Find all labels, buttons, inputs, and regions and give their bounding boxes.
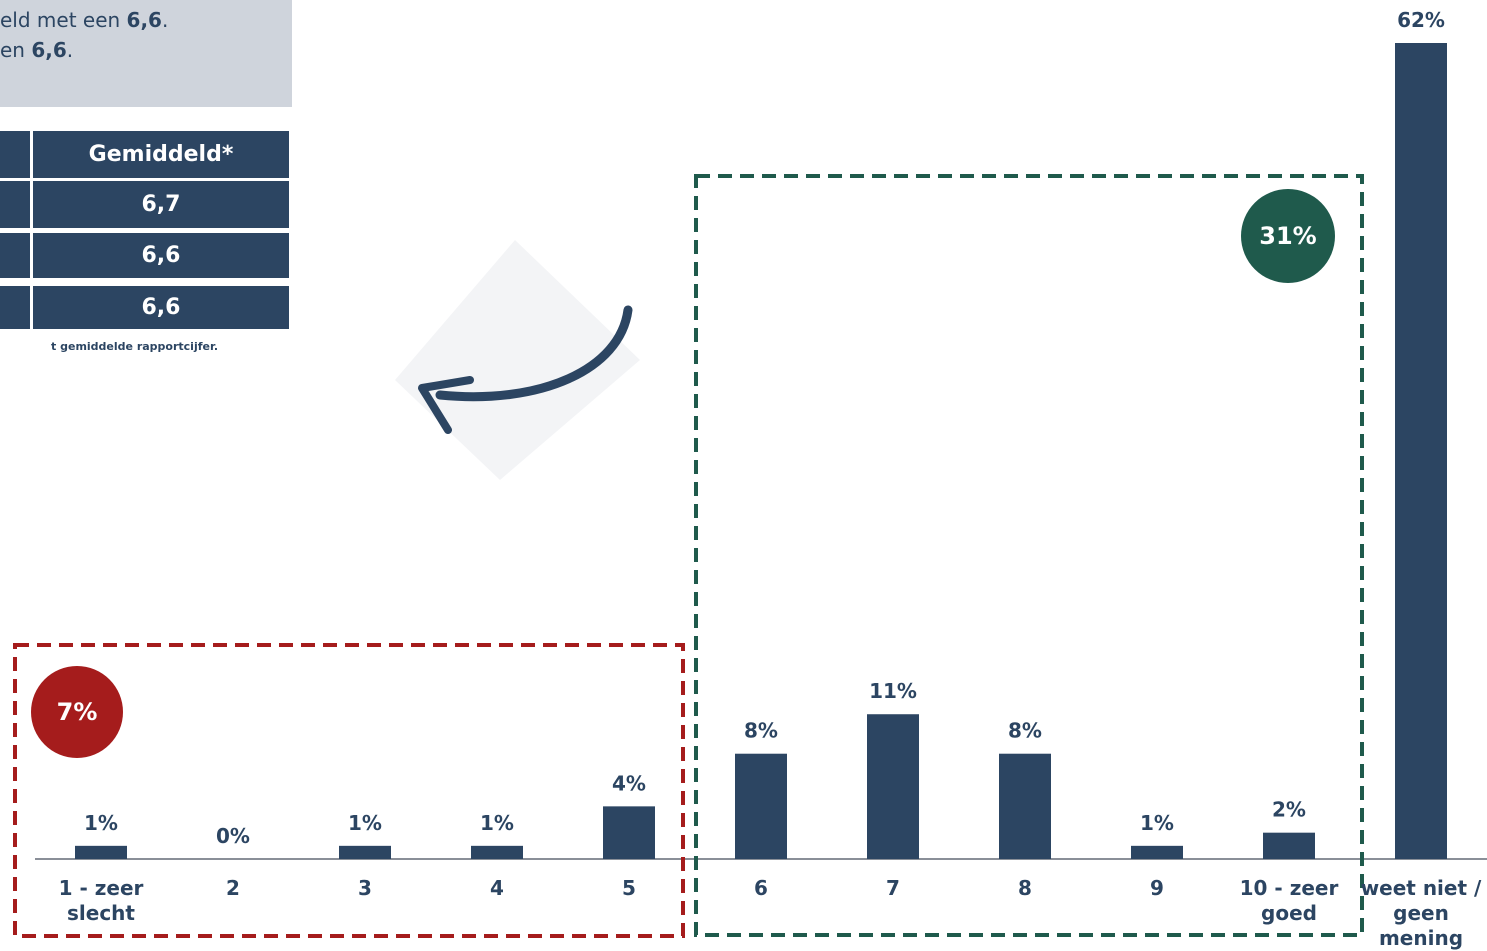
bar (1263, 832, 1315, 859)
x-tick-label: 8 (1018, 876, 1032, 900)
x-tick-label: 9 (1150, 876, 1164, 900)
bar (75, 845, 127, 859)
group-label: 31% (1259, 222, 1316, 250)
value-label: 8% (744, 719, 778, 743)
x-tick-label: 10 - zeer goed (1239, 876, 1339, 925)
x-tick-label: 6 (754, 876, 768, 900)
bar (735, 753, 787, 859)
value-label: 1% (1140, 811, 1174, 835)
arrow-head (418, 376, 474, 434)
value-label: 62% (1397, 8, 1445, 32)
bar (339, 845, 391, 859)
value-label: 4% (612, 771, 646, 795)
x-tick-label: weet niet / geen mening (1360, 876, 1482, 950)
value-label: 2% (1272, 798, 1306, 822)
table-cell: 6,6 (33, 286, 289, 329)
value-label: 1% (84, 811, 118, 835)
x-tick-label: 4 (490, 876, 504, 900)
bar (471, 845, 523, 859)
group-label: 7% (57, 698, 98, 726)
table-cell (0, 233, 30, 278)
table-cell (0, 286, 30, 329)
x-tick-label: 5 (622, 876, 636, 900)
group-box (694, 174, 1364, 937)
text: en (0, 38, 32, 62)
arrow (435, 305, 633, 402)
x-tick-label: 7 (886, 876, 900, 900)
arrow-shadow (395, 240, 640, 480)
text: . (161, 8, 169, 32)
bar (1395, 43, 1447, 859)
value-label: 11% (869, 679, 917, 703)
value-label: 1% (480, 811, 514, 835)
group-box (13, 643, 685, 938)
intro-line: en 6,6. (0, 38, 73, 62)
x-tick-label: 3 (358, 876, 372, 900)
bar (867, 714, 919, 859)
text: . (66, 38, 74, 62)
text: 6,6 (31, 38, 67, 62)
intro-line: eld met een 6,6. (0, 8, 168, 32)
value-label: 1% (348, 811, 382, 835)
footnote: t gemiddelde rapportcijfer. (51, 340, 218, 353)
table-header: Gemiddeld* (33, 131, 289, 178)
table-cell (0, 181, 30, 228)
group-badge (1241, 189, 1335, 283)
text: eld met een (0, 8, 127, 32)
text: 6,6 (126, 8, 162, 32)
x-tick-label: 2 (226, 876, 240, 900)
table-cell: 6,7 (33, 181, 289, 228)
value-label: 0% (216, 824, 250, 848)
bar (603, 806, 655, 859)
intro-box: eld met een 6,6. en 6,6. (0, 0, 292, 107)
x-tick-label: 1 - zeer slecht (58, 876, 144, 925)
bar (999, 753, 1051, 859)
group-badge (31, 666, 123, 758)
value-label: 8% (1008, 719, 1042, 743)
table-cell: 6,6 (33, 233, 289, 278)
table-cell (0, 131, 30, 178)
bar (1131, 845, 1183, 859)
